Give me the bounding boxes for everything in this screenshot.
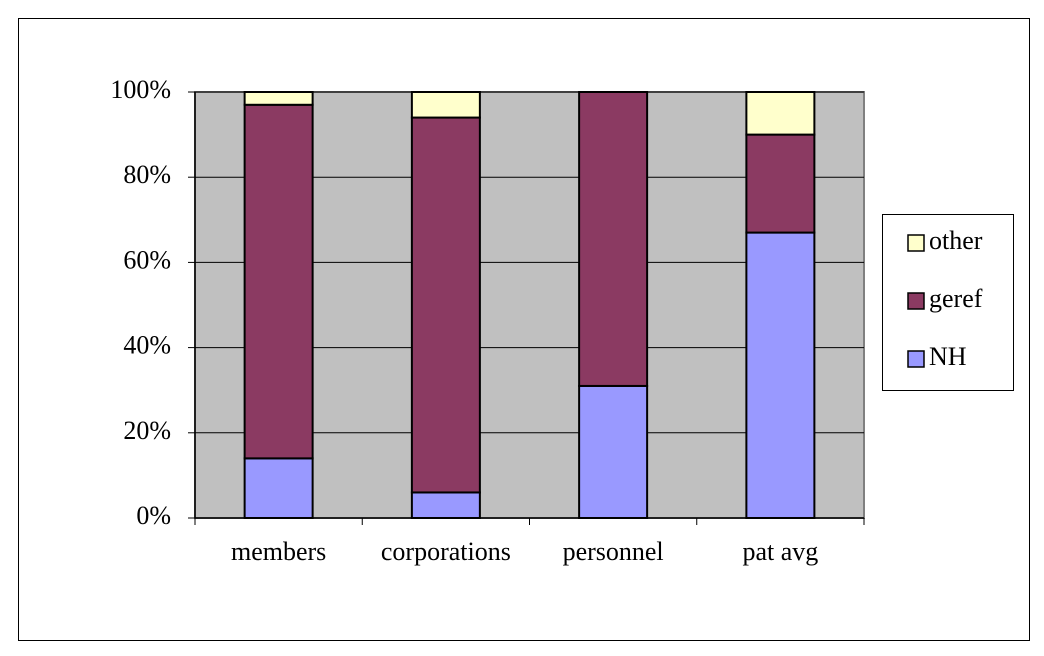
legend-label: geref (929, 284, 983, 313)
bar-segment (745, 91, 816, 136)
legend-swatch (907, 292, 925, 310)
y-tick-label: 100% (110, 75, 171, 104)
bar-segment (243, 103, 314, 460)
bar-segment (745, 231, 816, 520)
x-tick-label: corporations (381, 537, 511, 566)
bar-segment (243, 91, 314, 106)
bar-segment (578, 91, 649, 387)
bar-segment (578, 384, 649, 519)
y-tick-label: 0% (136, 501, 171, 530)
legend-label: NH (929, 342, 967, 371)
bar-segment (243, 457, 314, 519)
bar-segment (410, 116, 481, 494)
bar-segment (745, 133, 816, 234)
legend-swatch (907, 350, 925, 368)
x-tick-label: personnel (563, 537, 664, 566)
legend-swatch (907, 234, 925, 252)
y-tick-label: 60% (123, 245, 171, 274)
legend-label: other (929, 226, 983, 255)
y-tick-label: 40% (123, 331, 171, 360)
bar-segment (410, 91, 481, 119)
legend-box (882, 214, 1014, 391)
bar-segment (410, 491, 481, 520)
x-tick-label: members (231, 537, 326, 566)
y-tick-label: 20% (123, 416, 171, 445)
x-tick-label: pat avg (742, 537, 818, 566)
y-tick-label: 80% (123, 160, 171, 189)
